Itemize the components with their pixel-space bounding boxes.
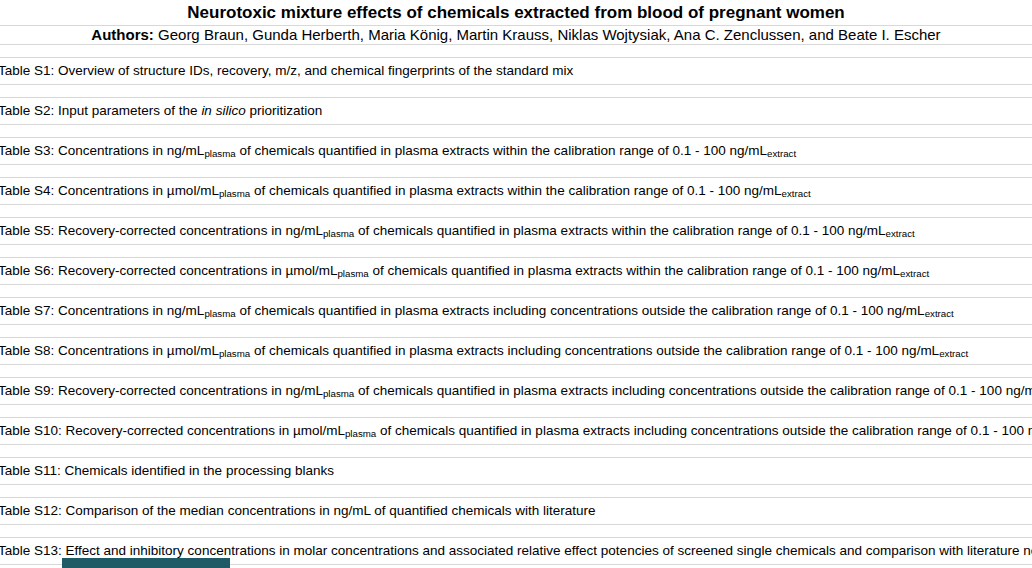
bottom-teal-bar[interactable] [62,558,230,568]
table-row-label: Table S6: Recovery-corrected concentrati… [0,258,929,284]
table-row-group: Table S8: Concentrations in µmol/mLplasm… [0,338,1032,378]
table-row-group: Table S5: Recovery-corrected concentrati… [0,218,1032,258]
row-spacer [0,365,1032,378]
table-row[interactable]: Table S10: Recovery-corrected concentrat… [0,418,1032,445]
row-spacer [0,165,1032,178]
table-row-group: Table S4: Concentrations in µmol/mLplasm… [0,178,1032,218]
row-spacer [0,525,1032,538]
table-row[interactable]: Table S5: Recovery-corrected concentrati… [0,218,1032,245]
table-row-label: Table S11: Chemicals identified in the p… [0,458,334,484]
table-row-label: Table S2: Input parameters of the in sil… [0,98,322,124]
table-row-group: Table S11: Chemicals identified in the p… [0,458,1032,498]
row-spacer [0,325,1032,338]
table-row-label: Table S7: Concentrations in ng/mLplasma … [0,298,954,324]
page-title-text: Neurotoxic mixture effects of chemicals … [187,3,844,22]
table-row[interactable]: Table S7: Concentrations in ng/mLplasma … [0,298,1032,325]
table-row[interactable]: Table S11: Chemicals identified in the p… [0,458,1032,485]
table-row-label: Table S8: Concentrations in µmol/mLplasm… [0,338,968,364]
table-row-label: Table S1: Overview of structure IDs, rec… [0,58,573,84]
table-row[interactable]: Table S9: Recovery-corrected concentrati… [0,378,1032,405]
row-spacer [0,125,1032,138]
table-row-label: Table S3: Concentrations in ng/mLplasma … [0,138,796,164]
table-row-label: Table S5: Recovery-corrected concentrati… [0,218,915,244]
row-spacer [0,45,1032,58]
supplementary-tables-sheet: Neurotoxic mixture effects of chemicals … [0,0,1032,568]
table-row-label: Table S12: Comparison of the median conc… [0,498,596,524]
row-spacer [0,85,1032,98]
authors-names: Georg Braun, Gunda Herberth, Maria König… [154,26,941,43]
table-row-group: Table S2: Input parameters of the in sil… [0,98,1032,138]
table-row[interactable]: Table S2: Input parameters of the in sil… [0,98,1032,125]
table-row-group: Table S1: Overview of structure IDs, rec… [0,58,1032,98]
table-row-group: Table S3: Concentrations in ng/mLplasma … [0,138,1032,178]
table-row-group: Table S10: Recovery-corrected concentrat… [0,418,1032,458]
table-row-group: Table S6: Recovery-corrected concentrati… [0,258,1032,298]
authors-line[interactable]: Authors: Georg Braun, Gunda Herberth, Ma… [0,26,1032,45]
row-spacer [0,405,1032,418]
table-row[interactable]: Table S4: Concentrations in µmol/mLplasm… [0,178,1032,205]
table-row-group: Table S9: Recovery-corrected concentrati… [0,378,1032,418]
table-row-label: Table S10: Recovery-corrected concentrat… [0,418,1032,444]
authors-label: Authors: [91,26,154,43]
table-row[interactable]: Table S6: Recovery-corrected concentrati… [0,258,1032,285]
page-title[interactable]: Neurotoxic mixture effects of chemicals … [0,0,1032,26]
row-spacer [0,445,1032,458]
table-row-label: Table S9: Recovery-corrected concentrati… [0,378,1032,404]
table-row[interactable]: Table S12: Comparison of the median conc… [0,498,1032,525]
table-row[interactable]: Table S8: Concentrations in µmol/mLplasm… [0,338,1032,365]
table-row[interactable]: Table S1: Overview of structure IDs, rec… [0,58,1032,85]
row-spacer [0,285,1032,298]
row-spacer [0,205,1032,218]
table-row-label: Table S4: Concentrations in µmol/mLplasm… [0,178,811,204]
table-row[interactable]: Table S3: Concentrations in ng/mLplasma … [0,138,1032,165]
table-row-group: Table S12: Comparison of the median conc… [0,498,1032,538]
row-spacer [0,485,1032,498]
table-row-group: Table S7: Concentrations in ng/mLplasma … [0,298,1032,338]
row-spacer [0,245,1032,258]
table-list: Table S1: Overview of structure IDs, rec… [0,58,1032,568]
